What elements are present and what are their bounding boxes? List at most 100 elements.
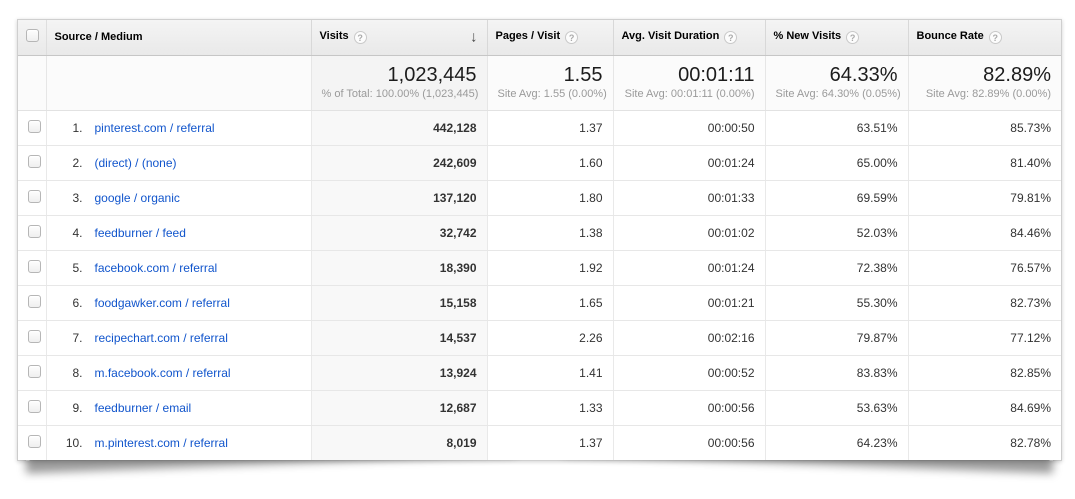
column-header-avg-visit-duration[interactable]: Avg. Visit Duration?: [613, 20, 766, 56]
table-row: 1. pinterest.com / referral 442,128 1.37 …: [18, 110, 1061, 146]
row-checkbox[interactable]: [28, 189, 41, 203]
source-medium-link[interactable]: feedburner / feed: [94, 225, 186, 240]
visits-value: 442,128: [311, 110, 488, 146]
row-checkbox-cell: [18, 355, 47, 391]
pages-per-visit-value: 1.37: [487, 110, 614, 146]
new-visits-value: 69.59%: [765, 180, 909, 216]
bounce-rate-value: 82.73%: [908, 285, 1061, 321]
column-header-bounce-rate[interactable]: Bounce Rate?: [908, 20, 1061, 56]
bounce-rate-value: 82.85%: [908, 355, 1061, 391]
column-header-visits[interactable]: Visits? ↓: [311, 20, 488, 56]
analytics-source-medium-table: Source / Medium Visits? ↓ Pages / Visit?…: [17, 19, 1062, 461]
help-icon[interactable]: ?: [353, 31, 367, 45]
sort-descending-icon[interactable]: ↓: [470, 28, 478, 46]
row-checkbox-cell: [18, 145, 47, 181]
column-header-source-medium[interactable]: Source / Medium: [46, 20, 312, 56]
source-medium-link[interactable]: foodgawker.com / referral: [94, 295, 230, 310]
table-row: 8. m.facebook.com / referral 13,924 1.41 …: [18, 355, 1061, 391]
row-checkbox[interactable]: [28, 294, 41, 308]
row-rank: 3.: [72, 190, 83, 205]
bounce-rate-value: 84.69%: [908, 390, 1061, 426]
source-medium-link[interactable]: google / organic: [94, 190, 180, 205]
row-checkbox[interactable]: [28, 259, 41, 273]
column-header-new-visits[interactable]: % New Visits?: [765, 20, 909, 56]
bounce-rate-value: 76.57%: [908, 250, 1061, 286]
source-medium-cell: 1. pinterest.com / referral: [46, 110, 312, 146]
column-header-pages-visit[interactable]: Pages / Visit?: [487, 20, 614, 56]
avg-visit-duration-value: 00:01:02: [613, 215, 766, 251]
source-medium-cell: 4. feedburner / feed: [46, 215, 312, 251]
new-visits-value: 72.38%: [765, 250, 909, 286]
row-checkbox[interactable]: [28, 329, 41, 343]
help-icon[interactable]: ?: [724, 31, 738, 45]
bounce-rate-value: 79.81%: [908, 180, 1061, 216]
table-row: 10. m.pinterest.com / referral 8,019 1.37…: [18, 425, 1061, 460]
new-visits-value: 63.51%: [765, 110, 909, 146]
row-checkbox[interactable]: [28, 434, 41, 448]
new-visits-value: 55.30%: [765, 285, 909, 321]
new-visits-value: 65.00%: [765, 145, 909, 181]
source-medium-cell: 10. m.pinterest.com / referral: [46, 425, 312, 460]
row-checkbox[interactable]: [28, 399, 41, 413]
pages-per-visit-value: 1.60: [487, 145, 614, 181]
row-rank: 8.: [72, 365, 83, 380]
source-medium-cell: 3. google / organic: [46, 180, 312, 216]
pages-per-visit-value: 1.80: [487, 180, 614, 216]
source-medium-link[interactable]: feedburner / email: [94, 400, 192, 415]
table-row: 2. (direct) / (none) 242,609 1.60 00:01:2…: [18, 145, 1061, 181]
row-checkbox[interactable]: [28, 364, 41, 378]
avg-visit-duration-value: 00:01:33: [613, 180, 766, 216]
avg-visit-duration-value: 00:00:50: [613, 110, 766, 146]
table-row: 7. recipechart.com / referral 14,537 2.26…: [18, 320, 1061, 356]
new-visits-label: % New Visits: [773, 30, 842, 43]
source-medium-link[interactable]: recipechart.com / referral: [94, 330, 228, 345]
avg-visit-duration-value: 00:02:16: [613, 320, 766, 356]
table-row: 5. facebook.com / referral 18,390 1.92 00…: [18, 250, 1061, 286]
table-header-row: Source / Medium Visits? ↓ Pages / Visit?…: [18, 20, 1061, 56]
row-checkbox-cell: [18, 320, 47, 356]
avg-pages-value: 1.55: [563, 63, 603, 86]
help-icon[interactable]: ?: [565, 31, 579, 45]
summary-pages-cell: 1.55 Site Avg: 1.55 (0.00%): [487, 55, 614, 111]
summary-row: 1,023,445 % of Total: 100.00% (1,023,445…: [18, 55, 1061, 111]
row-checkbox[interactable]: [28, 224, 41, 238]
avg-visit-duration-value: 00:01:24: [613, 250, 766, 286]
new-visits-value: 52.03%: [765, 215, 909, 251]
bounce-rate-value: 82.78%: [908, 425, 1061, 460]
table-body: 1,023,445 % of Total: 100.00% (1,023,445…: [18, 55, 1061, 460]
visits-value: 137,120: [311, 180, 488, 216]
source-medium-link[interactable]: m.facebook.com / referral: [94, 365, 231, 380]
source-medium-link[interactable]: facebook.com / referral: [94, 260, 218, 275]
row-rank: 5.: [72, 260, 83, 275]
row-checkbox-cell: [18, 285, 47, 321]
help-icon[interactable]: ?: [988, 31, 1002, 45]
pages-visit-label: Pages / Visit: [495, 30, 561, 43]
pages-per-visit-value: 1.33: [487, 390, 614, 426]
summary-bounce-cell: 82.89% Site Avg: 82.89% (0.00%): [908, 55, 1061, 111]
pages-per-visit-value: 2.26: [487, 320, 614, 356]
avg-new-visits-value: 64.33%: [829, 63, 898, 86]
row-rank: 7.: [72, 330, 83, 345]
visits-value: 242,609: [311, 145, 488, 181]
row-checkbox[interactable]: [28, 154, 41, 168]
bounce-rate-value: 77.12%: [908, 320, 1061, 356]
source-medium-link[interactable]: (direct) / (none): [94, 155, 177, 170]
source-medium-label: Source / Medium: [54, 31, 143, 44]
visits-label: Visits: [319, 30, 349, 43]
avg-bounce-subtext: Site Avg: 82.89% (0.00%): [925, 87, 1051, 100]
avg-visit-duration-value: 00:01:24: [613, 145, 766, 181]
table-row: 3. google / organic 137,120 1.80 00:01:33…: [18, 180, 1061, 216]
row-checkbox[interactable]: [28, 119, 41, 133]
select-all-checkbox[interactable]: [26, 29, 39, 43]
bounce-rate-label: Bounce Rate: [916, 30, 984, 43]
help-icon[interactable]: ?: [846, 31, 860, 45]
source-medium-link[interactable]: m.pinterest.com / referral: [94, 435, 228, 450]
row-checkbox-cell: [18, 390, 47, 426]
bounce-rate-value: 85.73%: [908, 110, 1061, 146]
new-visits-value: 53.63%: [765, 390, 909, 426]
source-medium-cell: 6. foodgawker.com / referral: [46, 285, 312, 321]
source-medium-link[interactable]: pinterest.com / referral: [94, 120, 215, 135]
visits-value: 18,390: [311, 250, 488, 286]
row-rank: 1.: [72, 120, 83, 135]
